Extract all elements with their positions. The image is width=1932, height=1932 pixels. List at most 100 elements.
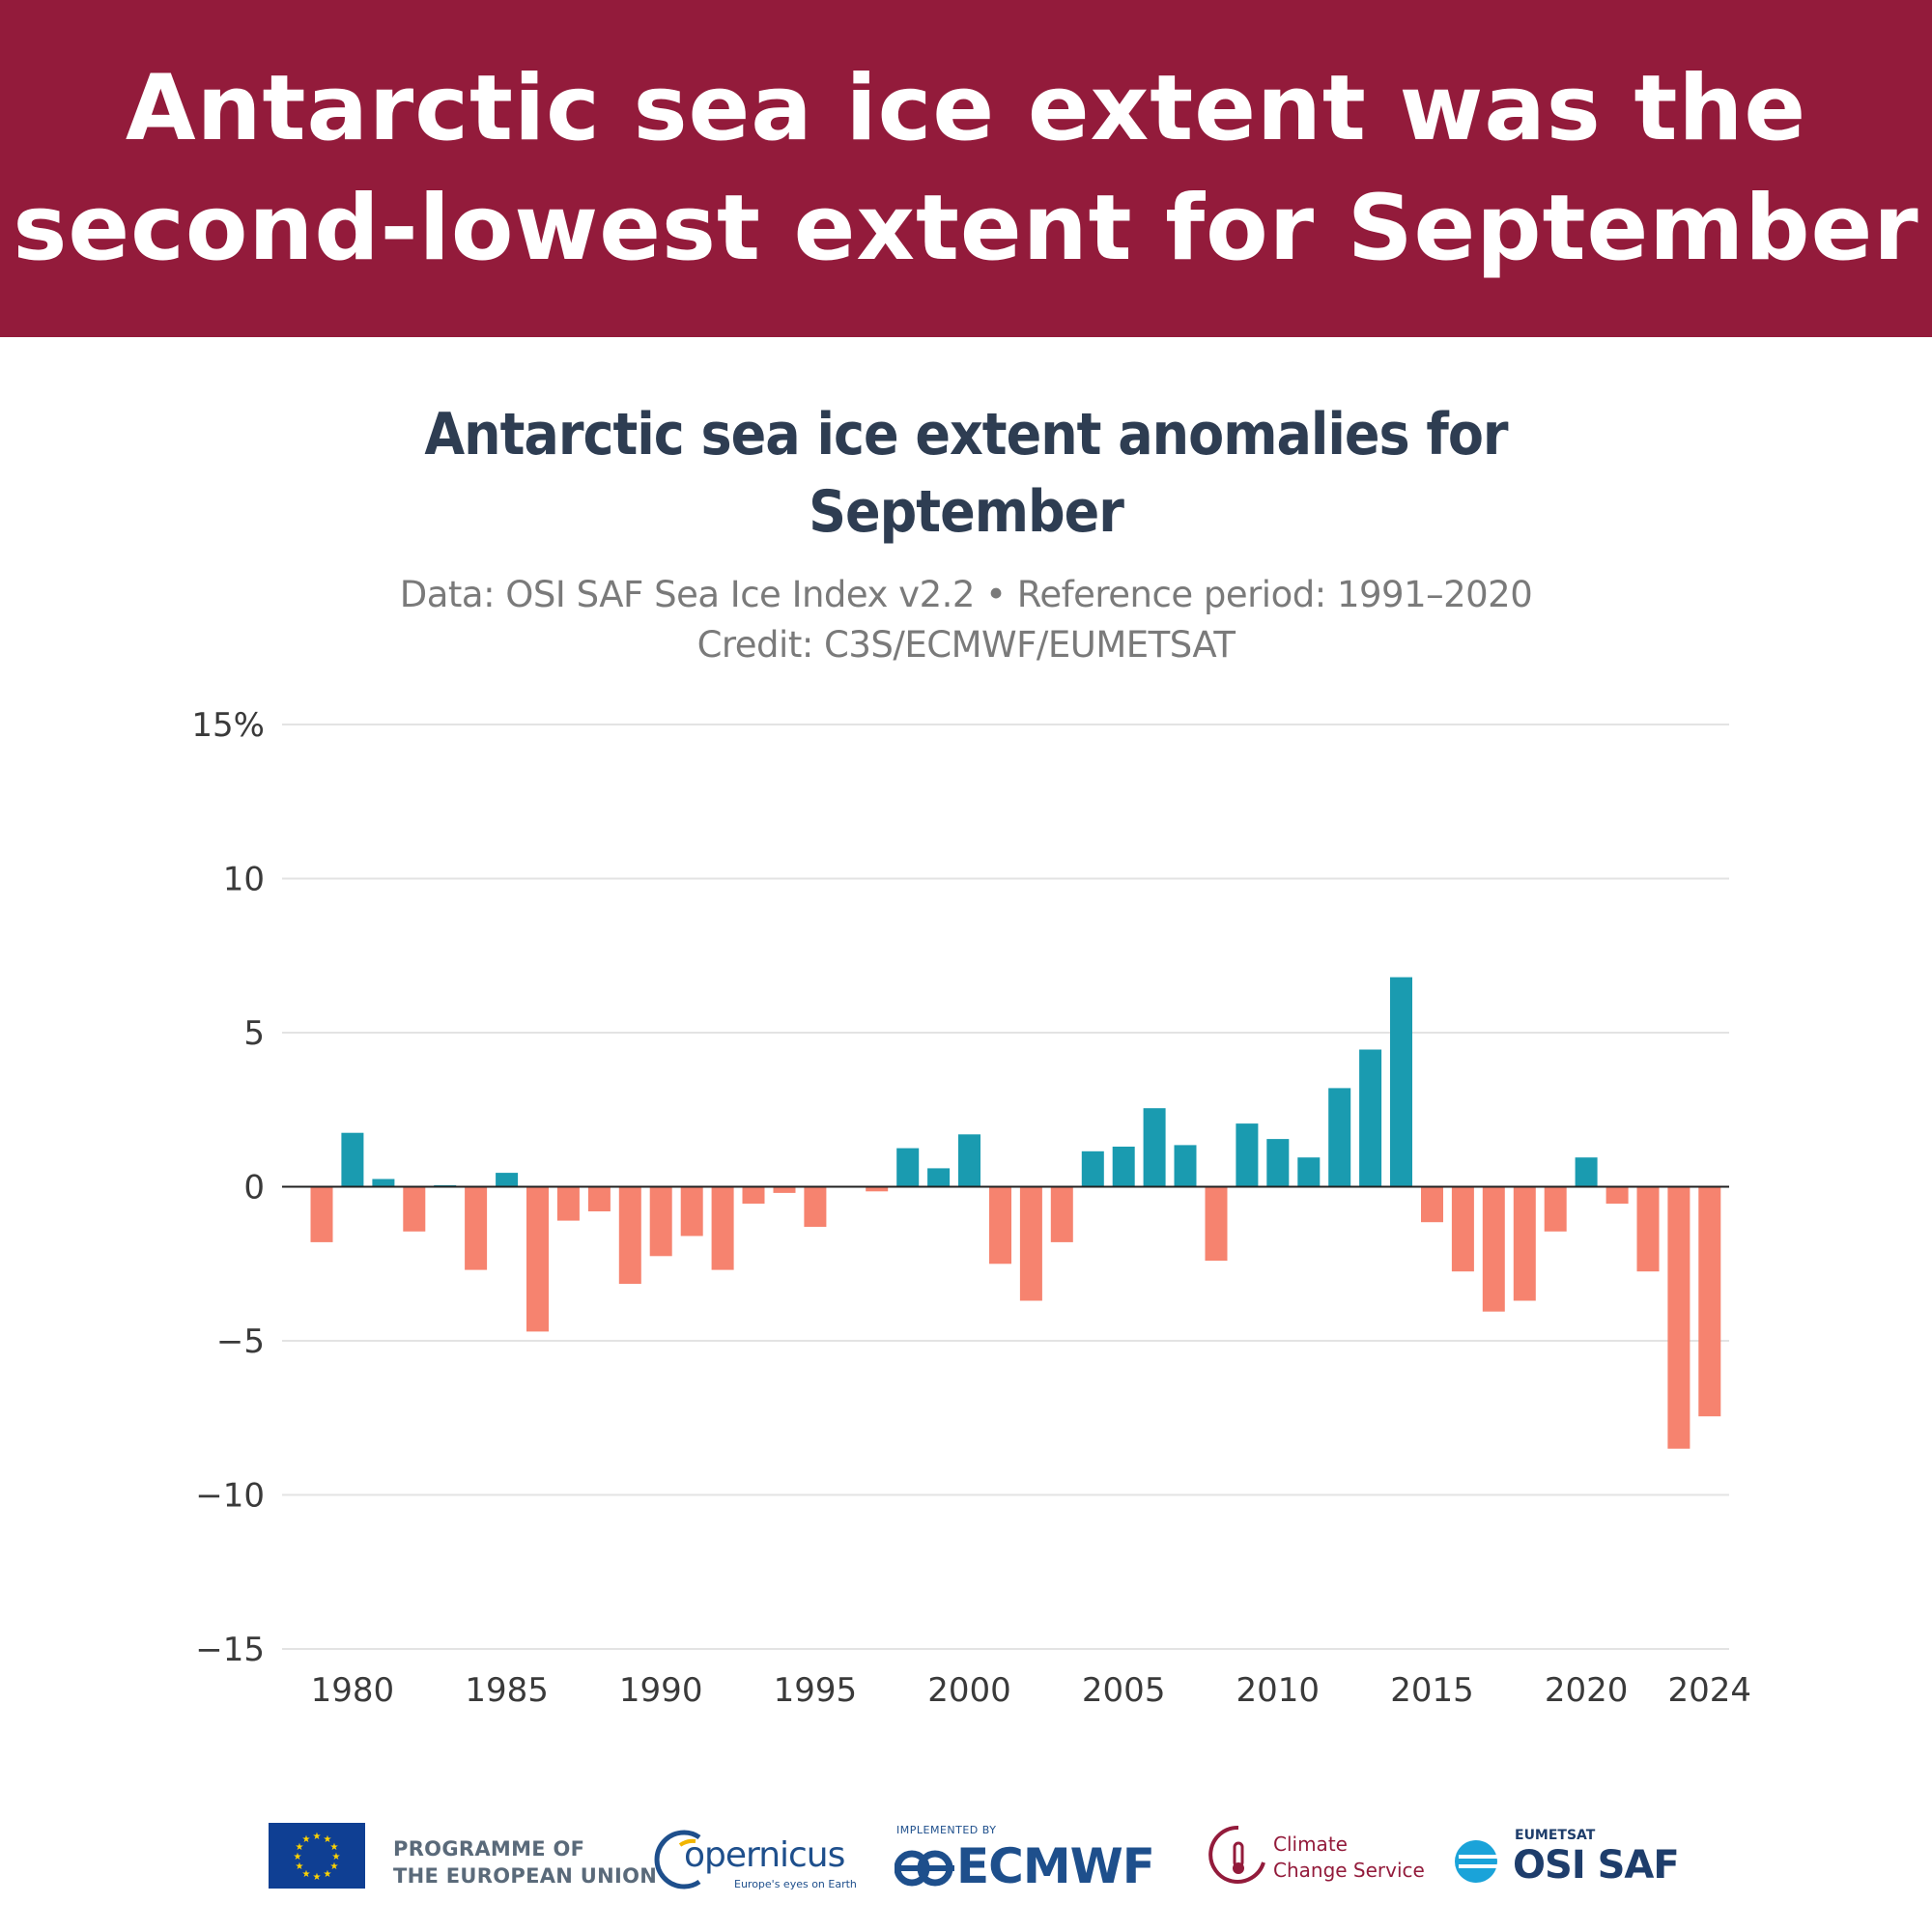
chart-title-line-1: Antarctic sea ice extent anomalies for [424, 401, 1508, 469]
bar-1989 [618, 1186, 641, 1284]
y-tick-label: −5 [216, 1322, 265, 1361]
bar-2006 [1143, 1108, 1166, 1187]
bar-2011 [1297, 1157, 1321, 1187]
ecmwf-logo-icon [895, 1850, 954, 1887]
svg-text:★: ★ [332, 1852, 341, 1862]
bar-2019 [1544, 1186, 1567, 1232]
logo-footer: ★ ★ ★ ★ ★ ★ ★ ★ ★ ★ ★ ★ PROGRAMME OF THE EUROPEA… [0, 1797, 1932, 1913]
x-tick-label: 2010 [1236, 1671, 1321, 1710]
bar-2012 [1328, 1088, 1351, 1187]
y-tick-label: 15% [191, 706, 265, 745]
bar-2009 [1236, 1123, 1259, 1187]
chart-title: Antarctic sea ice extent anomalies for S… [0, 396, 1932, 551]
bar-1979 [310, 1186, 333, 1242]
ecmwf-text: ECMWF [956, 1838, 1155, 1894]
bar-1985 [496, 1173, 519, 1187]
chart-title-line-2: September [809, 478, 1124, 546]
svg-text:★: ★ [313, 1832, 322, 1842]
bars [310, 977, 1721, 1449]
climate-change-service-text: Climate Change Service [1273, 1832, 1425, 1884]
y-axis-ticks: 15% 10 5 0 −5 −10 −15 [191, 706, 265, 1669]
headline-line-1: Antarctic sea ice extent was the [125, 55, 1807, 161]
svg-text:★: ★ [296, 1861, 304, 1872]
bar-2005 [1112, 1147, 1135, 1187]
bar-1999 [927, 1168, 951, 1187]
bar-2015 [1421, 1186, 1443, 1223]
y-tick-label: −15 [195, 1631, 265, 1669]
bar-1986 [526, 1186, 549, 1332]
x-tick-label: 2005 [1082, 1671, 1166, 1710]
headline-line-2: second-lowest extent for September [13, 175, 1919, 281]
chart-subtitle: Data: OSI SAF Sea Ice Index v2.2 • Refer… [0, 570, 1932, 670]
copernicus-logo-icon [654, 1830, 701, 1889]
x-tick-label: 1995 [774, 1671, 858, 1710]
bar-2016 [1451, 1186, 1474, 1272]
bar-2022 [1636, 1186, 1660, 1272]
bar-2018 [1513, 1186, 1536, 1301]
svg-text:★: ★ [324, 1869, 332, 1880]
bar-2002 [1019, 1186, 1042, 1301]
bar-2003 [1050, 1186, 1073, 1242]
bar-1988 [587, 1186, 611, 1211]
bar-2008 [1205, 1186, 1228, 1262]
x-tick-label: 2024 [1668, 1671, 1752, 1710]
svg-text:★: ★ [313, 1872, 322, 1883]
bar-2007 [1174, 1145, 1197, 1187]
bar-1982 [403, 1186, 426, 1232]
svg-text:★: ★ [294, 1852, 302, 1862]
x-tick-label: 2015 [1390, 1671, 1474, 1710]
svg-text:★: ★ [330, 1842, 339, 1853]
chart-subtitle-line-1: Data: OSI SAF Sea Ice Index v2.2 • Refer… [399, 574, 1533, 615]
x-tick-label: 1985 [465, 1671, 549, 1710]
bar-2024 [1698, 1186, 1721, 1417]
y-tick-label: −10 [195, 1477, 265, 1516]
copernicus-text: opernicus [684, 1835, 845, 1875]
y-tick-label: 5 [243, 1014, 265, 1053]
x-tick-label: 1980 [311, 1671, 395, 1710]
bar-2021 [1605, 1186, 1629, 1204]
bar-2010 [1266, 1139, 1290, 1187]
bar-1998 [896, 1148, 920, 1187]
bar-2000 [958, 1134, 980, 1187]
eu-text-line-2: THE EUROPEAN UNION [393, 1864, 658, 1888]
bar-1993 [742, 1186, 765, 1204]
bar-1992 [711, 1186, 734, 1270]
svg-text:★: ★ [330, 1861, 339, 1872]
bar-2014 [1390, 977, 1412, 1187]
svg-text:★: ★ [324, 1834, 332, 1845]
eu-flag-icon: ★ ★ ★ ★ ★ ★ ★ ★ ★ ★ ★ ★ [269, 1823, 365, 1889]
bar-1991 [680, 1186, 703, 1236]
bar-2017 [1482, 1186, 1505, 1312]
bar-2004 [1081, 1151, 1104, 1187]
x-tick-label: 1990 [619, 1671, 703, 1710]
ccs-text-line-2: Change Service [1273, 1859, 1425, 1882]
bar-1980 [341, 1132, 364, 1187]
osi-saf-text: OSI SAF [1513, 1843, 1680, 1888]
bar-2001 [989, 1186, 1011, 1264]
bar-chart: 15% 10 5 0 −5 −10 −15 1980 1985 1990 1995 2000 2005… [191, 706, 1751, 1710]
svg-text:★: ★ [296, 1842, 304, 1853]
osi-saf-logo-icon [1455, 1840, 1505, 1883]
climate-change-service-icon [1208, 1825, 1265, 1884]
svg-text:★: ★ [302, 1869, 311, 1880]
y-tick-label: 10 [223, 861, 265, 899]
ccs-text-line-1: Climate [1273, 1833, 1348, 1856]
bar-1994 [773, 1186, 796, 1193]
bar-2023 [1667, 1186, 1690, 1449]
eu-programme-text: PROGRAMME OF THE EUROPEAN UNION [393, 1835, 657, 1889]
bar-1984 [465, 1186, 488, 1270]
x-axis-ticks: 1980 1985 1990 1995 2000 2005 2010 2015 2020 2024 [311, 1671, 1751, 1710]
implemented-by-text: IMPLEMENTED BY [896, 1824, 997, 1836]
eu-text-line-1: PROGRAMME OF [393, 1837, 585, 1861]
chart-subtitle-line-2: Credit: C3S/ECMWF/EUMETSAT [696, 624, 1236, 666]
x-tick-label: 2020 [1545, 1671, 1629, 1710]
eumetsat-text: EUMETSAT [1515, 1828, 1596, 1843]
bar-1981 [372, 1179, 395, 1187]
bar-2020 [1575, 1157, 1598, 1187]
bar-2013 [1359, 1049, 1382, 1187]
bar-1987 [556, 1186, 580, 1221]
headline-banner: Antarctic sea ice extent was the second-… [0, 0, 1932, 337]
svg-text:★: ★ [302, 1834, 311, 1845]
bar-1997 [866, 1186, 889, 1192]
bar-1990 [649, 1186, 672, 1257]
